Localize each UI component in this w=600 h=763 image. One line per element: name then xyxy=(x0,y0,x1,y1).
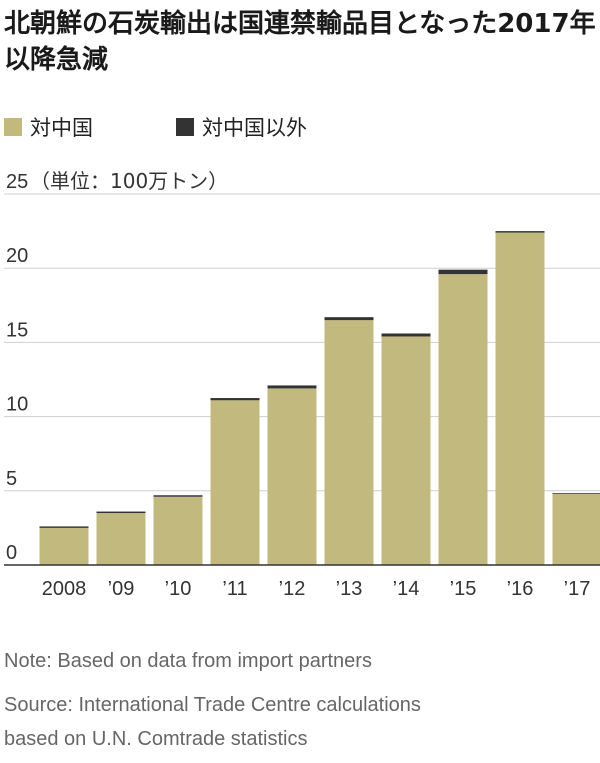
bar-china xyxy=(153,496,203,565)
bar-other xyxy=(552,493,600,494)
unit-label: （単位：100万トン） xyxy=(30,169,228,193)
y-tick-label: 25 xyxy=(6,171,28,193)
x-tick-label: ’17 xyxy=(564,578,591,600)
bar-china xyxy=(495,232,545,566)
legend-swatch-china xyxy=(4,118,22,136)
y-tick-label: 10 xyxy=(6,394,28,416)
bar-china xyxy=(381,336,431,565)
y-tick-label: 0 xyxy=(6,542,17,564)
bar-china xyxy=(438,274,488,565)
bar-other xyxy=(324,317,374,321)
chart-title: 北朝鮮の石炭輸出は国連禁輸品目となった2017年以降急減 xyxy=(4,9,596,75)
bar-china xyxy=(210,400,260,565)
bar-other xyxy=(210,398,260,401)
bar-other xyxy=(39,526,89,528)
bar-chart: 0 5 10 15 20 25 （単位：100万トン） 2008 ’09 ’10 ’11 ’12 ’13… xyxy=(4,169,600,600)
bar-china xyxy=(324,320,374,565)
bar-other xyxy=(381,333,431,337)
y-tick-label: 15 xyxy=(6,319,28,341)
legend-item-other: 対中国以外 xyxy=(176,112,307,142)
y-tick-label: 20 xyxy=(6,245,28,267)
bar-other xyxy=(438,269,488,275)
x-tick-label: ’16 xyxy=(507,578,534,600)
y-tick-label: 5 xyxy=(6,468,17,490)
x-tick-label: ’10 xyxy=(165,578,192,600)
legend-label-china: 対中国 xyxy=(30,116,93,140)
note-text: Note: Based on data from import partners xyxy=(4,650,372,672)
bar-china xyxy=(267,388,317,565)
bar-other xyxy=(267,385,317,389)
legend-label-other: 対中国以外 xyxy=(202,116,307,140)
bar-other xyxy=(153,495,203,497)
x-tick-label: 2008 xyxy=(42,578,87,600)
bar-china xyxy=(552,493,600,565)
legend: 対中国 対中国以外 xyxy=(4,112,596,142)
x-tick-label: ’09 xyxy=(108,578,135,600)
source-line-2: based on U.N. Comtrade statistics xyxy=(4,728,308,750)
x-tick-label: ’13 xyxy=(336,578,363,600)
x-tick-label: ’14 xyxy=(393,578,420,600)
legend-swatch-other xyxy=(176,118,194,136)
legend-item-china: 対中国 xyxy=(4,112,93,142)
source-line-1: Source: International Trade Centre calcu… xyxy=(4,694,421,716)
bar-china xyxy=(39,527,89,565)
bar-other xyxy=(495,231,545,233)
x-tick-label: ’15 xyxy=(450,578,477,600)
bar-china xyxy=(96,513,146,565)
bar-other xyxy=(96,511,146,514)
x-tick-label: ’12 xyxy=(279,578,306,600)
x-tick-label: ’11 xyxy=(222,578,247,600)
